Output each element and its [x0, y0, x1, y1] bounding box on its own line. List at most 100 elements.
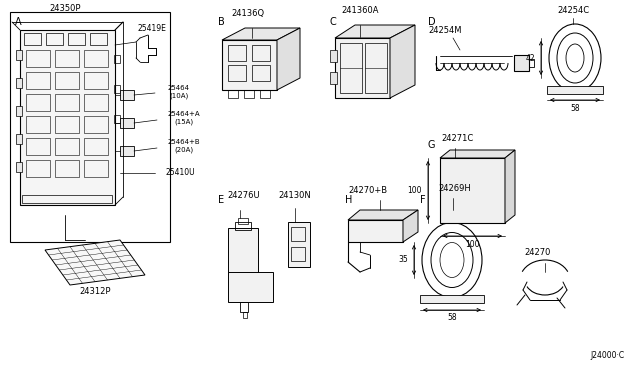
Text: B: B: [218, 17, 225, 27]
Bar: [55, 138, 79, 155]
Bar: [68, 33, 85, 45]
Text: 42: 42: [525, 54, 535, 62]
Bar: [228, 228, 258, 273]
Polygon shape: [505, 150, 515, 223]
Bar: [114, 55, 120, 63]
Bar: [252, 45, 270, 61]
Text: 100: 100: [408, 186, 422, 195]
Text: 24270: 24270: [525, 247, 551, 257]
Bar: [228, 272, 273, 302]
Text: 241360A: 241360A: [341, 6, 379, 15]
Text: 100: 100: [465, 240, 479, 248]
Text: 24254C: 24254C: [557, 6, 589, 15]
Bar: [22, 195, 112, 203]
Bar: [26, 160, 50, 177]
Text: 25464
(10A): 25464 (10A): [168, 85, 190, 99]
Bar: [24, 33, 41, 45]
Text: 24270+B: 24270+B: [348, 186, 388, 195]
Bar: [291, 227, 305, 241]
Text: C: C: [330, 17, 337, 27]
Polygon shape: [335, 25, 415, 38]
Polygon shape: [222, 28, 300, 40]
Bar: [529, 59, 534, 67]
Text: 58: 58: [447, 314, 457, 323]
Bar: [90, 33, 107, 45]
Polygon shape: [390, 25, 415, 98]
Text: 25464+B
(20A): 25464+B (20A): [168, 139, 200, 153]
Bar: [335, 38, 390, 98]
Bar: [20, 30, 115, 205]
Text: 24136Q: 24136Q: [232, 9, 264, 17]
Polygon shape: [440, 150, 515, 158]
Bar: [260, 90, 270, 98]
Bar: [16, 78, 22, 88]
Bar: [514, 55, 529, 71]
Text: H: H: [345, 195, 353, 205]
Text: 35: 35: [398, 256, 408, 264]
Bar: [235, 222, 251, 230]
Text: 25464+A
(15A): 25464+A (15A): [168, 111, 200, 125]
Text: F: F: [420, 195, 426, 205]
Bar: [547, 86, 603, 94]
Bar: [26, 50, 50, 67]
Text: G: G: [428, 140, 435, 150]
Bar: [238, 218, 248, 224]
Polygon shape: [348, 210, 418, 220]
Text: 24254M: 24254M: [428, 26, 461, 35]
Text: 24269H: 24269H: [438, 183, 472, 192]
Bar: [16, 134, 22, 144]
Bar: [348, 220, 403, 242]
Bar: [84, 50, 108, 67]
Text: A: A: [15, 17, 22, 27]
Polygon shape: [277, 28, 300, 90]
Bar: [55, 72, 79, 89]
Bar: [26, 138, 50, 155]
Bar: [10, 12, 170, 242]
Bar: [288, 222, 310, 267]
Bar: [84, 72, 108, 89]
Bar: [16, 50, 22, 60]
Bar: [16, 162, 22, 172]
Bar: [120, 146, 134, 156]
Bar: [440, 158, 505, 223]
Bar: [84, 116, 108, 133]
Bar: [365, 43, 387, 93]
Polygon shape: [403, 210, 418, 242]
Bar: [340, 43, 362, 93]
Bar: [84, 160, 108, 177]
Text: E: E: [218, 195, 224, 205]
Bar: [16, 106, 22, 116]
Bar: [420, 295, 484, 303]
Bar: [84, 94, 108, 111]
Bar: [55, 116, 79, 133]
Bar: [120, 118, 134, 128]
Bar: [26, 72, 50, 89]
Bar: [243, 312, 247, 318]
Text: 25410U: 25410U: [165, 167, 195, 176]
Bar: [228, 90, 238, 98]
Polygon shape: [45, 240, 145, 285]
Text: 24271C: 24271C: [442, 134, 474, 142]
Bar: [330, 72, 337, 84]
Bar: [228, 65, 246, 81]
Bar: [26, 94, 50, 111]
Text: J24000·C: J24000·C: [591, 351, 625, 360]
Bar: [55, 94, 79, 111]
Text: 24276U: 24276U: [228, 190, 260, 199]
Text: 24350P: 24350P: [49, 3, 81, 13]
Text: 25419E: 25419E: [138, 23, 166, 32]
Bar: [114, 85, 120, 93]
Text: D: D: [428, 17, 436, 27]
Bar: [55, 160, 79, 177]
Bar: [330, 50, 337, 62]
Bar: [228, 45, 246, 61]
Bar: [120, 90, 134, 100]
Bar: [84, 138, 108, 155]
Bar: [244, 90, 254, 98]
Bar: [46, 33, 63, 45]
Text: 24130N: 24130N: [278, 190, 312, 199]
Bar: [222, 40, 277, 90]
Bar: [252, 65, 270, 81]
Bar: [114, 115, 120, 123]
Text: 24312P: 24312P: [79, 288, 111, 296]
